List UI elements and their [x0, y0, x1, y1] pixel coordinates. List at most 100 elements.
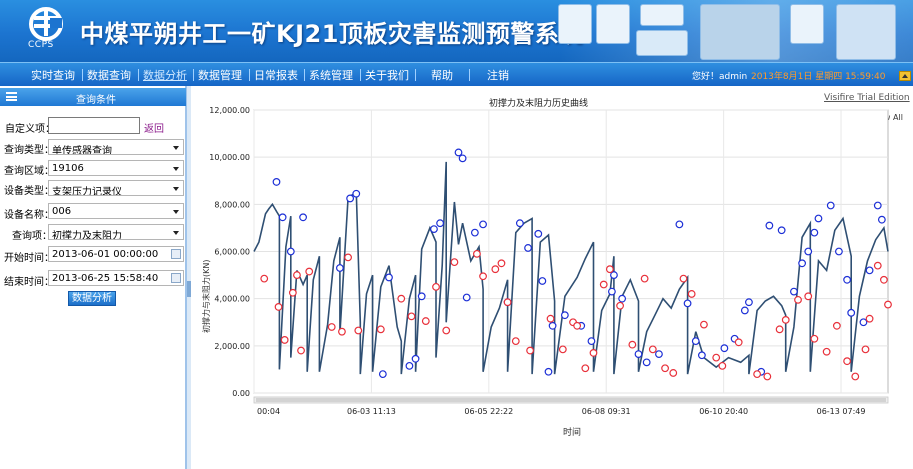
- marker-point: [804, 247, 813, 256]
- end-time-value: 2013-06-25 15:58:40: [52, 273, 159, 284]
- custom-label: 自定义项：: [5, 124, 55, 135]
- visifire-watermark-link[interactable]: Visifire Trial Edition: [824, 93, 910, 103]
- chevron-down-icon: [173, 187, 179, 191]
- panel-splitter[interactable]: [186, 86, 191, 469]
- custom-row: 自定义项： 返回: [0, 117, 186, 135]
- query-type-select[interactable]: 单传感器查询: [48, 139, 184, 155]
- chart-title: 初撑力及末阻力历史曲线: [489, 99, 589, 109]
- marker-point: [605, 265, 614, 274]
- marker-point: [851, 372, 860, 381]
- marker-point: [473, 249, 481, 258]
- marker-point: [411, 354, 420, 363]
- nav-realtime-query[interactable]: 实时查询: [31, 69, 75, 82]
- marker-point: [763, 372, 772, 381]
- marker-point: [661, 364, 669, 373]
- nav-daily-report[interactable]: 日常报表: [254, 69, 298, 82]
- nav-separator: [138, 69, 139, 81]
- start-time-row: 开始时间： 2013-06-01 00:00:00: [0, 246, 186, 264]
- marker-point: [385, 273, 393, 282]
- collapse-header-button[interactable]: [899, 71, 911, 81]
- marker-point: [352, 189, 361, 198]
- marker-point: [734, 338, 743, 347]
- area-label: 查询区域：: [4, 166, 54, 177]
- return-link[interactable]: 返回: [144, 124, 164, 135]
- mine-tower-image: [836, 4, 896, 60]
- marker-point: [616, 301, 624, 310]
- marker-point: [880, 275, 888, 284]
- marker-point: [479, 220, 487, 229]
- x-axis-title: 时间: [563, 428, 582, 438]
- user-greeting: 您好！admin: [692, 72, 748, 82]
- marker-point: [454, 148, 463, 157]
- splitter-grip[interactable]: [187, 281, 191, 297]
- marker-point: [538, 277, 547, 285]
- chevron-down-icon: [173, 210, 179, 214]
- y-tick-label: 0.00: [232, 389, 250, 398]
- chart-container: 初撑力及末阻力历史曲线 Visifire Trial Edition Zoom …: [191, 88, 913, 469]
- custom-input[interactable]: [48, 117, 140, 134]
- nav-separator: [249, 69, 250, 81]
- marker-point: [260, 274, 269, 283]
- marker-point: [327, 323, 336, 331]
- query-item-select[interactable]: 初撑力及末阻力: [48, 224, 184, 240]
- calendar-icon[interactable]: [171, 249, 181, 259]
- marker-point: [470, 228, 479, 237]
- y-tick-label: 10,000.00: [209, 153, 250, 162]
- marker-point: [810, 228, 819, 237]
- nav-data-query[interactable]: 数据查询: [87, 69, 131, 82]
- marker-point: [405, 361, 414, 370]
- marker-point: [859, 318, 868, 327]
- marker-point: [515, 219, 524, 228]
- end-time-input[interactable]: 2013-06-25 15:58:40: [48, 270, 184, 286]
- device-type-select[interactable]: 支架压力记录仪: [48, 180, 184, 196]
- area-select[interactable]: 19106: [48, 160, 184, 176]
- chevron-down-icon: [173, 167, 179, 171]
- device-name-row: 设备名称： 006: [0, 203, 186, 221]
- x-tick-label: 06-03 11:13: [347, 407, 396, 416]
- nav-data-management[interactable]: 数据管理: [198, 69, 242, 82]
- marker-point: [599, 280, 608, 289]
- marker-point: [861, 345, 870, 354]
- x-scrollbar-thumb: [256, 398, 886, 402]
- menu-icon[interactable]: [6, 92, 17, 101]
- marker-point: [558, 345, 567, 354]
- chart-plot[interactable]: 0.00 2,000.00 4,000.00 6,000.00 8,000.00 10,0…: [191, 88, 913, 469]
- x-tick-label: 06-08 09:31: [582, 407, 631, 416]
- end-time-row: 结束时间： 2013-06-25 15:58:40: [0, 270, 186, 288]
- marker-point: [479, 272, 487, 281]
- marker-point: [430, 225, 438, 233]
- marker-point: [407, 312, 416, 321]
- marker-point: [344, 253, 352, 262]
- marker-point: [843, 275, 851, 284]
- device-name-label: 设备名称：: [4, 210, 54, 221]
- marker-point: [589, 349, 598, 357]
- marker-point: [700, 320, 708, 329]
- query-item-label: 查询项：: [12, 231, 52, 242]
- sensor-device-image: [790, 4, 824, 44]
- mine-building-image: [700, 4, 780, 60]
- marker-point: [421, 317, 430, 325]
- marker-point: [299, 213, 307, 222]
- marker-point: [826, 201, 835, 210]
- y-tick-label: 6,000.00: [214, 248, 250, 257]
- marker-point: [274, 303, 283, 311]
- marker-point: [436, 219, 445, 228]
- marker-point: [877, 215, 886, 224]
- calendar-icon[interactable]: [171, 273, 181, 283]
- analyze-button[interactable]: 数据分析: [68, 291, 116, 306]
- marker-point: [581, 364, 590, 373]
- marker-point: [573, 321, 582, 330]
- start-time-input[interactable]: 2013-06-01 00:00:00: [48, 246, 184, 262]
- marker-point: [286, 247, 295, 256]
- marker-point: [804, 292, 813, 301]
- device-type-label: 设备类型：: [4, 186, 54, 197]
- end-time-label: 结束时间：: [4, 277, 54, 288]
- nav-logout[interactable]: 注销: [487, 69, 509, 82]
- marker-point: [293, 271, 301, 279]
- nav-help[interactable]: 帮助: [431, 69, 453, 82]
- nav-about-us[interactable]: 关于我们: [365, 69, 409, 82]
- nav-system-management[interactable]: 系统管理: [309, 69, 353, 82]
- start-time-label: 开始时间：: [4, 253, 54, 264]
- nav-data-analysis[interactable]: 数据分析: [143, 69, 187, 82]
- device-name-select[interactable]: 006: [48, 203, 184, 219]
